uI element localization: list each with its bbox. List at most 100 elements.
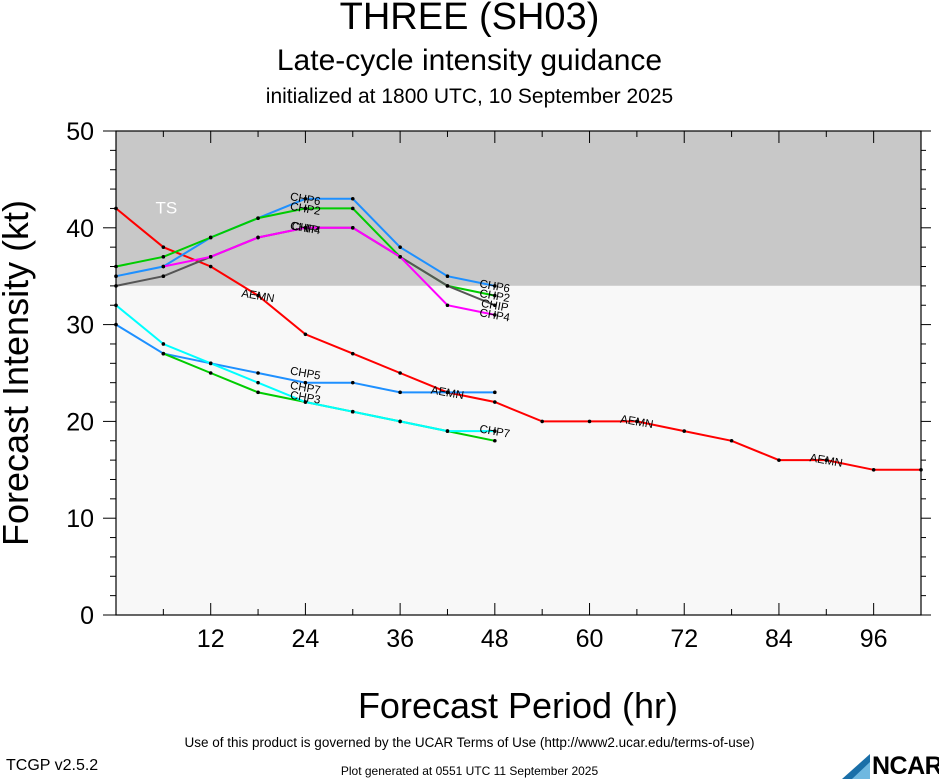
series-point (303, 196, 308, 201)
series-point (303, 400, 308, 404)
series-point (350, 226, 355, 230)
series-point (777, 458, 781, 462)
series-label-chp3: CHP3 (289, 390, 321, 407)
y-tick-label: 10 (66, 505, 94, 533)
y-tick-label: 0 (80, 602, 94, 630)
series-point (161, 342, 166, 346)
series-point (114, 206, 118, 211)
series-point (398, 245, 402, 249)
series-point (493, 313, 497, 317)
series-label-chp2: CHP2 (289, 201, 321, 218)
series-point (161, 245, 166, 249)
series-point (208, 371, 213, 375)
y-tick-label: 30 (66, 312, 94, 340)
chart-axes: 12 24 36 48 60 72 84 96 0 10 20 30 40 50 (66, 118, 931, 653)
series-point (493, 400, 497, 404)
series-label-chp6: CHP6 (289, 191, 321, 208)
band-TS (116, 131, 921, 286)
y-axis-label: Forecast Intensity (kt) (0, 200, 36, 546)
series-point (256, 390, 260, 395)
series-point (114, 264, 118, 269)
series-point (208, 255, 213, 259)
series-point (114, 322, 118, 327)
chart-subtitle: Late-cycle intensity guidance (276, 44, 663, 77)
series-point (208, 361, 213, 366)
series-point (682, 429, 687, 433)
series-point (445, 429, 450, 433)
series-point (729, 438, 734, 443)
series-point (350, 206, 355, 211)
series-point (256, 235, 260, 240)
x-axis-label: Forecast Period (hr) (358, 685, 678, 726)
chart-init-time: initialized at 1800 UTC, 10 September 20… (265, 85, 674, 108)
series-point (493, 390, 497, 395)
x-tick-label: 84 (765, 625, 793, 653)
series-point (256, 371, 260, 375)
y-tick-label: 40 (66, 215, 94, 243)
series-labels: AEMNAEMNAEMNAEMNCHP6CHP6CHP2CHP2CHIPCHIP… (240, 191, 843, 470)
series-label-aemn: AEMN (809, 452, 844, 470)
series-label-aemn: AEMN (430, 385, 465, 403)
series-point (493, 303, 497, 308)
series-point (161, 351, 166, 356)
series-point (350, 196, 355, 201)
series-point (303, 332, 308, 337)
series-point (303, 380, 308, 385)
x-tick-label: 96 (860, 625, 888, 653)
series-label-chip: CHIP (291, 220, 320, 237)
version-label: TCGP v2.5.2 (6, 757, 99, 774)
y-tick-label: 20 (66, 408, 94, 436)
terms-of-use: Use of this product is governed by the U… (184, 735, 755, 750)
series-label-chp7: CHP7 (289, 380, 321, 397)
series-line-aemn (115, 207, 921, 471)
y-tick-label: 50 (66, 118, 94, 146)
plot-frame (115, 130, 922, 616)
series-point (208, 235, 213, 240)
chart-title: THREE (SH03) (339, 0, 600, 38)
series-point (398, 255, 402, 259)
series-label-chp6: CHP6 (478, 278, 510, 295)
generated-time: Plot generated at 0551 UTC 11 September … (340, 764, 599, 778)
series-point (445, 390, 450, 395)
ncar-logo-text: NCAR (872, 752, 939, 780)
series-point (445, 284, 450, 288)
x-tick-label: 36 (386, 625, 414, 653)
series-label-chp7: CHP7 (478, 423, 510, 440)
series-point (303, 226, 308, 230)
x-tick-label: 24 (292, 625, 320, 653)
series-point (350, 380, 355, 385)
band-below (116, 285, 921, 615)
series-point (635, 419, 639, 424)
series-label-chp4: CHP4 (478, 307, 511, 324)
band-label: TS (155, 198, 177, 217)
series-label-chp5: CHP5 (289, 365, 321, 382)
series-point (114, 303, 118, 308)
series-point (161, 255, 166, 259)
series-point (871, 468, 876, 472)
series-line-chp4 (163, 226, 496, 316)
series-point (256, 293, 260, 298)
series-point (445, 303, 450, 308)
intensity-bands: TS (116, 131, 921, 615)
series-point (161, 264, 166, 269)
series-point (114, 284, 118, 288)
series-point (445, 274, 450, 279)
series-point (398, 390, 402, 395)
series-point (919, 468, 923, 472)
series-point (398, 419, 402, 424)
series-point (493, 438, 497, 443)
x-tick-label: 12 (197, 625, 225, 653)
series-lines (114, 196, 923, 472)
series-point (824, 458, 829, 462)
ncar-logo-icon (842, 754, 870, 779)
series-point (350, 351, 355, 356)
series-label-chp4: CHP4 (289, 220, 322, 237)
x-tick-label: 60 (576, 625, 604, 653)
series-label-chip: CHIP (480, 298, 509, 315)
x-tick-label: 72 (670, 625, 698, 653)
series-label-chp2: CHP2 (478, 288, 510, 305)
series-label-aemn: AEMN (619, 414, 654, 432)
x-tick-label: 48 (481, 625, 509, 653)
series-point (540, 419, 544, 424)
series-point (493, 429, 497, 433)
